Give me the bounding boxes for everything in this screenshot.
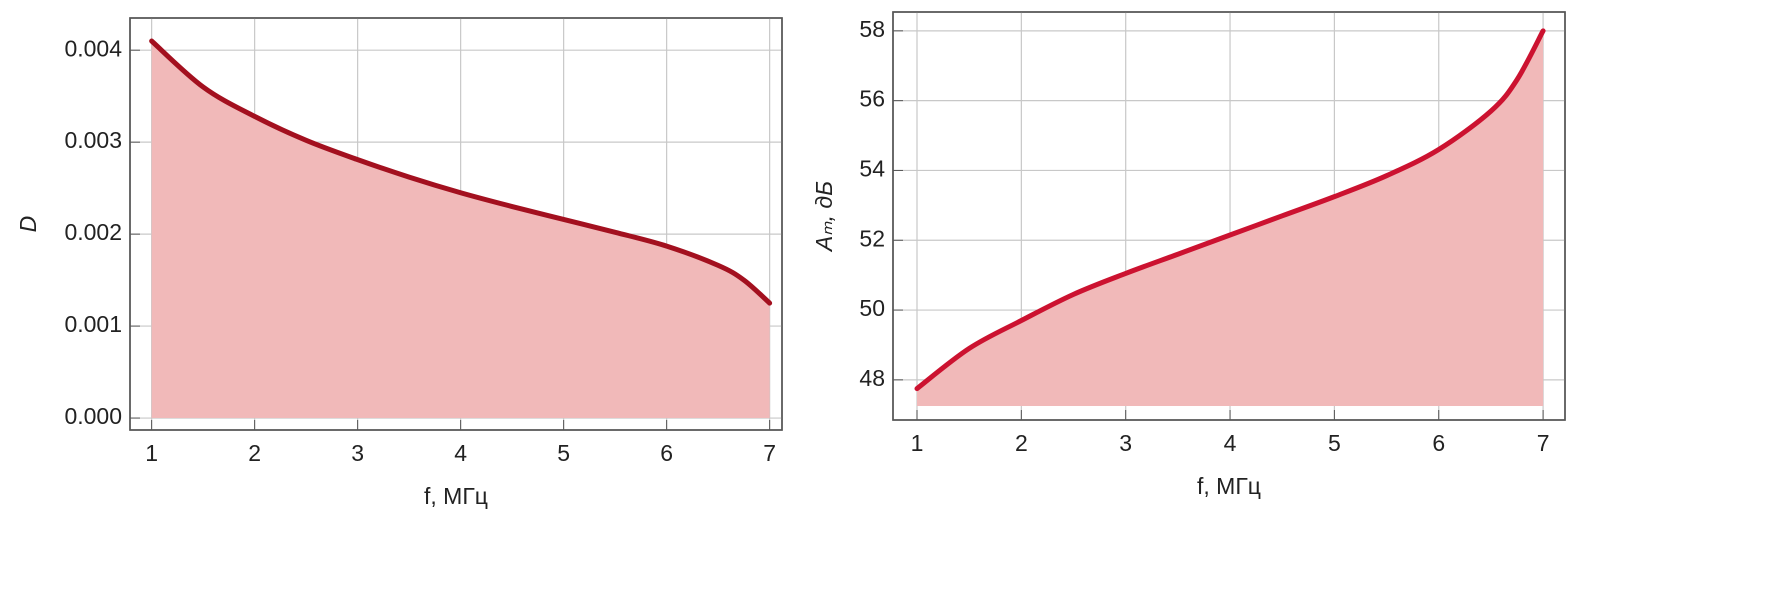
x-tick-label: 4	[1224, 430, 1237, 456]
y-tick-label: 52	[859, 225, 885, 251]
x-tick-label: 6	[660, 440, 673, 466]
x-tick-label: 7	[763, 440, 776, 466]
y-tick-label: 50	[859, 295, 885, 321]
x-tick-label: 3	[1119, 430, 1132, 456]
x-axis-label: f, МГц	[1197, 473, 1261, 499]
y-tick-label: 58	[859, 16, 885, 42]
y-axis-label: Aₘ, дБ	[811, 181, 837, 253]
area	[917, 30, 1544, 407]
x-tick-label: 5	[557, 440, 570, 466]
y-tick-label: 0.003	[64, 127, 122, 153]
plot-frame	[129, 17, 783, 431]
x-axis-label: f, МГц	[424, 483, 488, 509]
y-tick-label: 48	[859, 365, 885, 391]
y-tick-label: 0.004	[64, 35, 122, 61]
x-tick-label: 3	[351, 440, 364, 466]
y-tick-label: 56	[859, 86, 885, 112]
x-tick-label: 6	[1432, 430, 1445, 456]
y-axis-label: D	[15, 216, 41, 233]
y-tick-label: 0.001	[64, 311, 122, 337]
x-tick-label: 5	[1328, 430, 1341, 456]
x-tick-label: 1	[145, 440, 158, 466]
x-tick-label: 4	[454, 440, 467, 466]
y-tick-label: 0.002	[64, 219, 122, 245]
x-tick-label: 7	[1537, 430, 1550, 456]
line	[914, 28, 1546, 392]
plot-frame	[892, 11, 1566, 421]
x-tick-label: 2	[248, 440, 261, 466]
y-tick-label: 0.000	[64, 403, 122, 429]
x-tick-label: 2	[1015, 430, 1028, 456]
line	[149, 38, 773, 306]
y-tick-label: 54	[859, 156, 885, 182]
area	[151, 40, 770, 419]
x-tick-label: 1	[911, 430, 924, 456]
